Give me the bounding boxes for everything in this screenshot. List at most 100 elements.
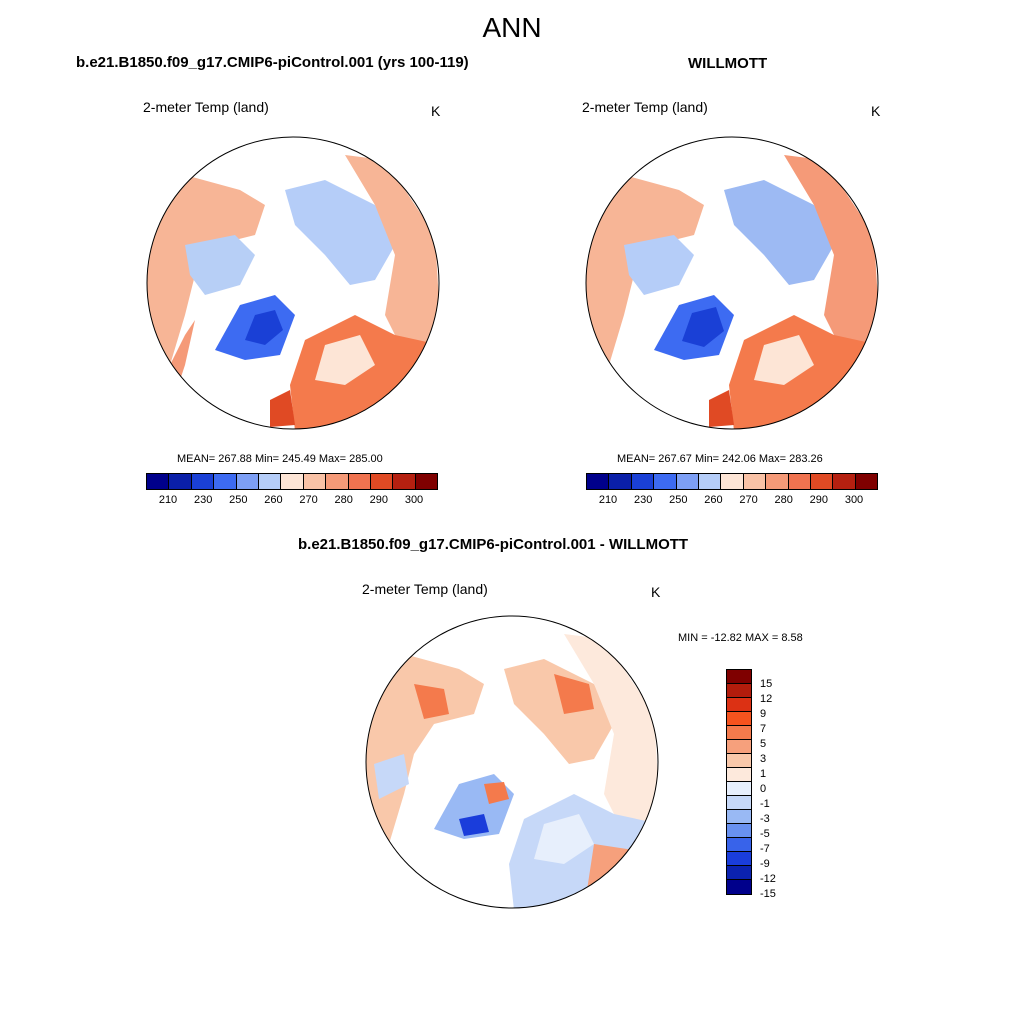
colorbar-swatch [727, 740, 751, 754]
panel-2-stats: MEAN= 267.67 Min= 242.06 Max= 283.26 [617, 453, 823, 465]
land-north-america-diff [366, 654, 484, 854]
panel-3-stats: MIN = -12.82 MAX = 8.58 [678, 632, 803, 644]
panel-3-title: b.e21.B1850.f09_g17.CMIP6-piControl.001 … [298, 536, 689, 553]
colorbar-swatch [191, 474, 215, 489]
land-canada-cold [624, 235, 694, 295]
colorbar-swatch [727, 824, 751, 838]
colorbar-tick-label: 250 [229, 494, 248, 506]
panel-3-units: K [651, 584, 661, 600]
colorbar-swatch [214, 474, 237, 489]
colorbar-swatch [721, 474, 744, 489]
colorbar-tick-label: 210 [158, 494, 178, 506]
land-europe-warm [584, 844, 658, 908]
land-siberia [724, 180, 834, 285]
colorbar-swatch [370, 474, 394, 489]
colorbar-swatch [855, 474, 878, 489]
panel-2-colorbar [586, 473, 878, 490]
colorbar-swatch [236, 474, 259, 489]
land-siberia [285, 180, 395, 285]
colorbar-swatch [727, 782, 751, 796]
colorbar-swatch [609, 474, 632, 489]
colorbar-swatch [147, 474, 170, 489]
colorbar-swatch [348, 474, 371, 489]
land-greenland-core [682, 307, 724, 347]
colorbar-swatch [788, 474, 811, 489]
colorbar-tick-label: 300 [844, 494, 864, 506]
colorbar-tick-label: 280 [774, 494, 793, 506]
colorbar-swatch [654, 474, 677, 489]
colorbar-tick-label: 230 [193, 494, 213, 506]
colorbar-tick-label: -7 [760, 843, 770, 855]
panel-3-map [365, 615, 659, 909]
colorbar-swatch [766, 474, 789, 489]
colorbar-tick-label: 280 [334, 494, 353, 506]
colorbar-swatch [727, 712, 751, 726]
colorbar-tick-label: 12 [760, 693, 773, 705]
panel-2-map [585, 136, 879, 430]
colorbar-swatch [727, 698, 751, 712]
colorbar-swatch [727, 810, 751, 824]
colorbar-tick-label: 9 [760, 708, 767, 720]
colorbar-swatch [631, 474, 655, 489]
colorbar-swatch [810, 474, 834, 489]
colorbar-tick-label: 1 [760, 768, 767, 780]
colorbar-swatch [727, 754, 751, 768]
colorbar-tick-label: 7 [760, 723, 767, 735]
land-scandinavia [315, 335, 375, 385]
colorbar-tick-label: 260 [264, 494, 283, 506]
colorbar-tick-label: 5 [760, 738, 767, 750]
colorbar-tick-label: 300 [404, 494, 424, 506]
colorbar-tick-label: 270 [299, 494, 318, 506]
land-siberia-warm [554, 674, 594, 714]
figure-title: ANN [482, 12, 542, 43]
colorbar-tick-label: 290 [369, 494, 389, 506]
land-greenland-core [245, 310, 283, 345]
colorbar-swatch [727, 684, 751, 698]
colorbar-swatch [833, 474, 856, 489]
colorbar-swatch [393, 474, 416, 489]
colorbar-tick-label: 230 [633, 494, 653, 506]
colorbar-tick-label: -5 [760, 828, 770, 840]
land-asia-diff [564, 634, 658, 834]
colorbar-tick-label: 210 [598, 494, 618, 506]
land-cold-anomaly-west [374, 754, 409, 799]
panel-1-map [146, 136, 440, 430]
colorbar-tick-label: 290 [809, 494, 829, 506]
colorbar-tick-label: 15 [760, 678, 773, 690]
panel-1-units: K [431, 103, 441, 119]
colorbar-tick-label: -9 [760, 858, 770, 870]
land-north-america-warm [147, 175, 265, 375]
colorbar-swatch [281, 474, 304, 489]
colorbar-swatch [303, 474, 327, 489]
colorbar-tick-label: -1 [760, 798, 770, 810]
colorbar-swatch [727, 852, 751, 866]
colorbar-swatch [415, 474, 438, 489]
colorbar-swatch [698, 474, 722, 489]
colorbar-tick-label: -15 [760, 888, 776, 900]
panel-3-variable: 2-meter Temp (land) [362, 581, 488, 597]
panel-1-variable: 2-meter Temp (land) [143, 99, 269, 115]
land-warm-anomaly [414, 684, 449, 719]
panel-2-variable: 2-meter Temp (land) [582, 99, 708, 115]
land-greenland-cold [459, 814, 489, 836]
panel-1-colorbar [146, 473, 438, 490]
colorbar-tick-label: 3 [760, 753, 767, 765]
colorbar-swatch [727, 796, 751, 810]
colorbar-swatch [326, 474, 349, 489]
land-uk [709, 390, 734, 427]
panel-3-colorbar [726, 669, 752, 895]
land-scandinavia [754, 335, 814, 385]
panel-1-stats: MEAN= 267.88 Min= 245.49 Max= 285.00 [177, 453, 383, 465]
colorbar-swatch [727, 768, 751, 782]
colorbar-tick-label: 0 [760, 783, 767, 795]
land-asia-warm [345, 155, 439, 355]
colorbar-swatch [727, 726, 751, 740]
colorbar-swatch [676, 474, 699, 489]
colorbar-swatch [727, 838, 751, 852]
land-asia-warm [784, 155, 878, 355]
colorbar-tick-label: -3 [760, 813, 770, 825]
land-scandinavia-diff [534, 814, 594, 864]
land-north-america-warm [586, 175, 704, 375]
colorbar-swatch [743, 474, 767, 489]
colorbar-tick-label: 260 [704, 494, 723, 506]
